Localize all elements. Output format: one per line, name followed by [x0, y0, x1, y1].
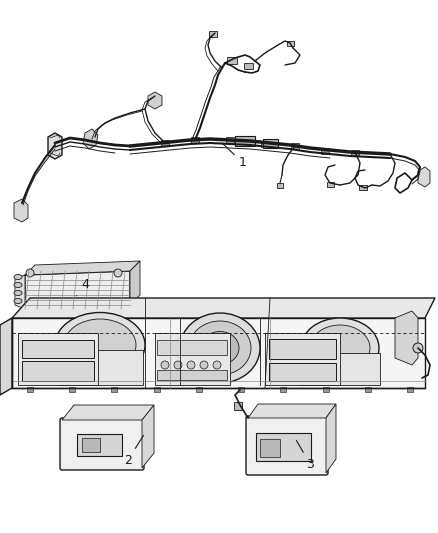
Polygon shape: [148, 92, 162, 109]
Bar: [58, 350, 143, 385]
Circle shape: [187, 361, 195, 369]
Bar: [321, 148, 329, 154]
Circle shape: [161, 361, 169, 369]
Polygon shape: [12, 318, 425, 388]
Bar: [196, 387, 202, 392]
Ellipse shape: [201, 332, 239, 365]
Bar: [226, 137, 234, 143]
Bar: [22, 340, 94, 358]
Bar: [269, 339, 336, 359]
Ellipse shape: [301, 318, 379, 378]
Bar: [277, 182, 283, 188]
Bar: [22, 361, 94, 381]
Polygon shape: [25, 261, 140, 275]
Bar: [326, 182, 333, 187]
Polygon shape: [395, 311, 418, 365]
Bar: [209, 31, 217, 37]
Circle shape: [114, 269, 122, 277]
Ellipse shape: [180, 313, 260, 383]
Bar: [351, 150, 359, 156]
Bar: [262, 139, 278, 148]
Bar: [322, 387, 328, 392]
Bar: [154, 387, 160, 392]
Ellipse shape: [14, 274, 22, 279]
Bar: [111, 387, 117, 392]
Ellipse shape: [14, 290, 22, 295]
Bar: [280, 387, 286, 392]
Bar: [227, 56, 237, 63]
FancyBboxPatch shape: [246, 416, 328, 475]
Circle shape: [413, 343, 423, 353]
Bar: [269, 363, 336, 381]
Circle shape: [26, 269, 34, 277]
Ellipse shape: [55, 312, 145, 377]
Polygon shape: [142, 405, 154, 468]
Polygon shape: [15, 275, 25, 309]
Ellipse shape: [14, 298, 22, 303]
Bar: [291, 143, 299, 149]
Bar: [161, 140, 169, 146]
Ellipse shape: [14, 282, 22, 287]
Polygon shape: [25, 271, 130, 309]
Polygon shape: [12, 298, 435, 318]
Polygon shape: [130, 261, 140, 305]
Bar: [155, 333, 230, 385]
Polygon shape: [83, 129, 98, 149]
Bar: [69, 387, 75, 392]
Text: 4: 4: [77, 278, 89, 296]
Circle shape: [213, 361, 221, 369]
Bar: [244, 63, 252, 69]
Bar: [256, 433, 311, 461]
Bar: [407, 387, 413, 392]
Text: 3: 3: [297, 440, 314, 471]
Bar: [286, 41, 293, 45]
Bar: [265, 333, 340, 385]
Polygon shape: [14, 199, 28, 222]
Polygon shape: [48, 133, 62, 159]
Bar: [260, 439, 280, 457]
Polygon shape: [418, 167, 430, 187]
Ellipse shape: [310, 325, 370, 371]
Bar: [82, 438, 100, 452]
Polygon shape: [326, 404, 336, 473]
Bar: [234, 402, 242, 410]
Polygon shape: [248, 404, 336, 418]
Bar: [157, 370, 227, 380]
Text: 2: 2: [124, 435, 144, 466]
Circle shape: [200, 361, 208, 369]
Polygon shape: [62, 405, 154, 420]
Bar: [238, 387, 244, 392]
Bar: [261, 141, 269, 147]
Bar: [18, 333, 98, 385]
Circle shape: [114, 307, 122, 315]
Polygon shape: [0, 318, 12, 395]
Bar: [365, 387, 371, 392]
FancyBboxPatch shape: [60, 418, 144, 470]
Ellipse shape: [64, 319, 136, 371]
Bar: [191, 137, 199, 143]
Bar: [157, 340, 227, 355]
Bar: [359, 184, 367, 190]
Bar: [300, 353, 380, 385]
Ellipse shape: [189, 321, 251, 375]
Bar: [77, 434, 122, 456]
Bar: [235, 136, 255, 146]
Circle shape: [26, 307, 34, 315]
Bar: [27, 387, 33, 392]
Circle shape: [174, 361, 182, 369]
Text: 1: 1: [222, 143, 247, 169]
